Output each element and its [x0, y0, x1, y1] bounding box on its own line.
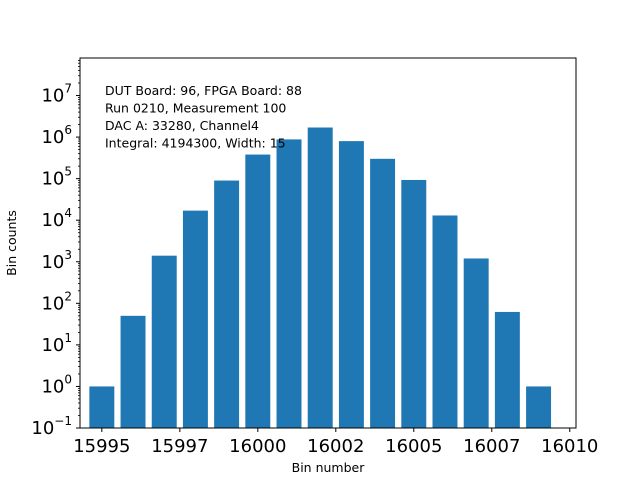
annotation-line: Integral: 4194300, Width: 15	[105, 136, 286, 151]
x-tick-label: 16000	[229, 436, 286, 457]
bar-16001	[276, 139, 302, 428]
y-tick-label: 10−1	[31, 414, 72, 439]
bar-16005	[401, 179, 427, 428]
bar-16006	[432, 215, 458, 428]
bar-16002	[307, 127, 333, 428]
x-axis-ticks: 15995 15997 16000 16002 16005 16007 16010	[73, 428, 598, 457]
bar-16009	[526, 386, 552, 428]
y-tick-label: 107	[41, 82, 72, 107]
bar-16000	[245, 154, 271, 429]
x-tick-label: 16005	[385, 436, 442, 457]
x-tick-label: 15995	[73, 436, 130, 457]
bar-16007	[463, 258, 489, 428]
x-tick-label: 16002	[307, 436, 364, 457]
bar-16008	[494, 311, 520, 428]
bar-16003	[338, 141, 364, 428]
bar-15996	[120, 315, 146, 428]
annotation-line: Run 0210, Measurement 100	[105, 101, 286, 116]
y-tick-label: 103	[41, 248, 72, 273]
bars-group	[89, 127, 552, 429]
y-tick-label: 100	[41, 372, 72, 397]
plot-frame	[79, 57, 577, 429]
y-axis-ticks: 10−1 100 101 102 103 104 105 106 107	[31, 60, 80, 439]
bar-15997	[151, 255, 177, 428]
annotation-block: DUT Board: 96, FPGA Board: 88 Run 0210, M…	[105, 83, 302, 151]
x-tick-label: 16010	[541, 436, 598, 457]
x-axis-label: Bin number	[292, 460, 366, 475]
y-tick-label: 101	[41, 331, 72, 356]
x-tick-label: 16007	[463, 436, 520, 457]
bar-15999	[214, 180, 240, 428]
y-axis-label: Bin counts	[4, 210, 19, 276]
annotation-line: DAC A: 33280, Channel4	[105, 118, 259, 133]
bar-15998	[182, 210, 208, 428]
x-tick-label: 15997	[151, 436, 208, 457]
bar-15995	[89, 386, 115, 428]
bar-16004	[370, 158, 396, 428]
y-tick-label: 102	[41, 289, 72, 314]
y-tick-label: 105	[41, 165, 72, 190]
y-tick-label: 104	[41, 206, 72, 231]
annotation-line: DUT Board: 96, FPGA Board: 88	[105, 83, 302, 98]
y-tick-label: 106	[41, 123, 72, 148]
